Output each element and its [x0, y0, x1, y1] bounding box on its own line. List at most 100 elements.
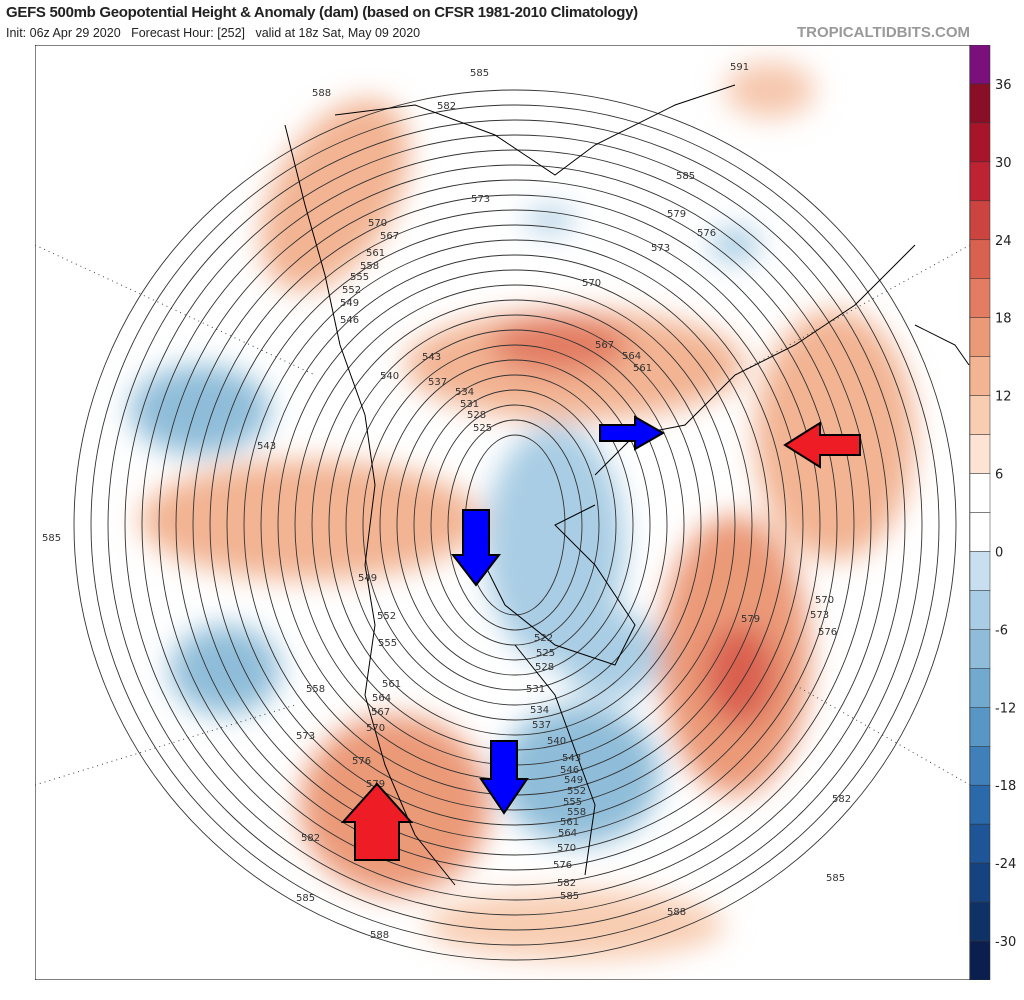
contour-label: 579: [667, 209, 686, 220]
contour-label: 585: [470, 68, 489, 79]
colorbar-bin: [970, 823, 991, 864]
colorbar-bin: [970, 784, 991, 825]
contour-label: 537: [428, 377, 447, 388]
contour-label: 561: [633, 363, 652, 374]
height-contour: [192, 194, 838, 856]
contour-label: 531: [460, 399, 479, 410]
colorbar-tick-label: -24: [995, 857, 1016, 872]
contour-label: 588: [370, 930, 389, 941]
height-contour: [447, 419, 583, 631]
contour-label: 582: [437, 101, 456, 112]
contour-label: 528: [467, 410, 486, 421]
contour-label: 561: [560, 817, 579, 828]
contour-label: 549: [564, 775, 583, 786]
contour-label: 558: [567, 807, 586, 818]
contour-label: 570: [368, 218, 387, 229]
contour-label: 585: [560, 891, 579, 902]
contour-label: 573: [471, 194, 490, 205]
colorbar-bin: [970, 512, 991, 552]
contour-label: 570: [815, 595, 834, 606]
height-contour: [396, 374, 634, 676]
contour-label: 546: [560, 765, 579, 776]
colorbar-bin: [970, 862, 991, 903]
height-contour: [107, 119, 923, 931]
red-arrow-left-icon: [783, 421, 861, 469]
height-contour: [209, 209, 821, 841]
anomaly-shading: [130, 62, 915, 960]
height-contour: [226, 224, 804, 826]
map-subtitle: Init: 06z Apr 29 2020 Forecast Hour: [25…: [6, 26, 421, 40]
colorbar-tick-label: 18: [995, 312, 1012, 327]
colorbar-tick-label: 12: [995, 390, 1012, 405]
height-contour: [124, 134, 906, 916]
contour-label: 591: [730, 62, 749, 73]
contour-label: 573: [651, 243, 670, 254]
contour-label: 549: [340, 298, 359, 309]
map-title: GEFS 500mb Geopotential Height & Anomaly…: [6, 4, 638, 21]
colorbar-tick-label: -30: [995, 935, 1016, 950]
contour-label: 543: [562, 753, 581, 764]
height-contour: [90, 104, 940, 946]
colorbar-bin: [970, 122, 991, 163]
contour-label: 552: [377, 611, 396, 622]
contour-label: 573: [810, 610, 829, 621]
contour-label: 567: [380, 231, 399, 242]
red-arrow-up-icon: [340, 782, 414, 861]
contour-label: 531: [526, 684, 545, 695]
colorbar-bin: [970, 901, 991, 942]
contour-label: 555: [563, 797, 582, 808]
colorbar-bin: [970, 668, 991, 708]
colorbar-bin: [970, 473, 991, 513]
colorbar-bin: [970, 551, 991, 591]
colorbar-bin: [970, 356, 991, 396]
contour-label: 585: [826, 873, 845, 884]
contour-label: 570: [557, 843, 576, 854]
contour-label: 582: [557, 878, 576, 889]
contour-label: 555: [350, 272, 369, 283]
contour-label: 576: [818, 627, 837, 638]
contour-label: 540: [547, 736, 566, 747]
contour-label: 540: [380, 371, 399, 382]
contour-label: 564: [558, 828, 577, 839]
colorbar-bin: [970, 161, 991, 202]
contour-label: 558: [360, 261, 379, 272]
colorbar-bin: [970, 746, 991, 786]
colorbar-bin: [970, 239, 991, 280]
height-contours: [73, 89, 957, 961]
contour-label: 561: [366, 248, 385, 259]
height-anomaly-map: 5915885855825855795765735735705675615585…: [35, 45, 970, 980]
colorbar-tick-label: -6: [995, 623, 1008, 638]
contour-label: 534: [530, 705, 549, 716]
contour-label: 555: [378, 638, 397, 649]
contour-label: 588: [312, 88, 331, 99]
contour-label: 576: [352, 756, 371, 767]
colorbar-bin: [970, 434, 991, 474]
contour-label: 570: [582, 278, 601, 289]
height-contour: [158, 164, 872, 886]
colorbar-bin: [970, 590, 991, 630]
contour-label: 567: [595, 340, 614, 351]
contour-label: 585: [676, 171, 695, 182]
contour-label: 561: [382, 679, 401, 690]
height-contour: [73, 89, 957, 961]
contour-label: 567: [371, 707, 390, 718]
contour-label: 552: [567, 786, 586, 797]
blue-arrow-down-icon: [450, 509, 502, 587]
contour-label: 576: [553, 860, 572, 871]
height-contour: [328, 314, 702, 736]
contour-label: 522: [534, 633, 553, 644]
colorbar-bin: [970, 707, 991, 747]
contour-label: 582: [301, 833, 320, 844]
annotation-arrows: [340, 415, 861, 861]
contour-label: 573: [296, 731, 315, 742]
colorbar-bin: [970, 940, 991, 980]
colorbar-tick-label: -12: [995, 701, 1016, 716]
colorbar-bin: [970, 83, 991, 124]
contour-label: 585: [296, 893, 315, 904]
contour-label: 537: [532, 720, 551, 731]
colorbar-bin: [970, 629, 991, 669]
contour-label: 543: [257, 441, 276, 452]
colorbar-tick-label: 36: [995, 78, 1012, 93]
contour-label: 546: [340, 315, 359, 326]
